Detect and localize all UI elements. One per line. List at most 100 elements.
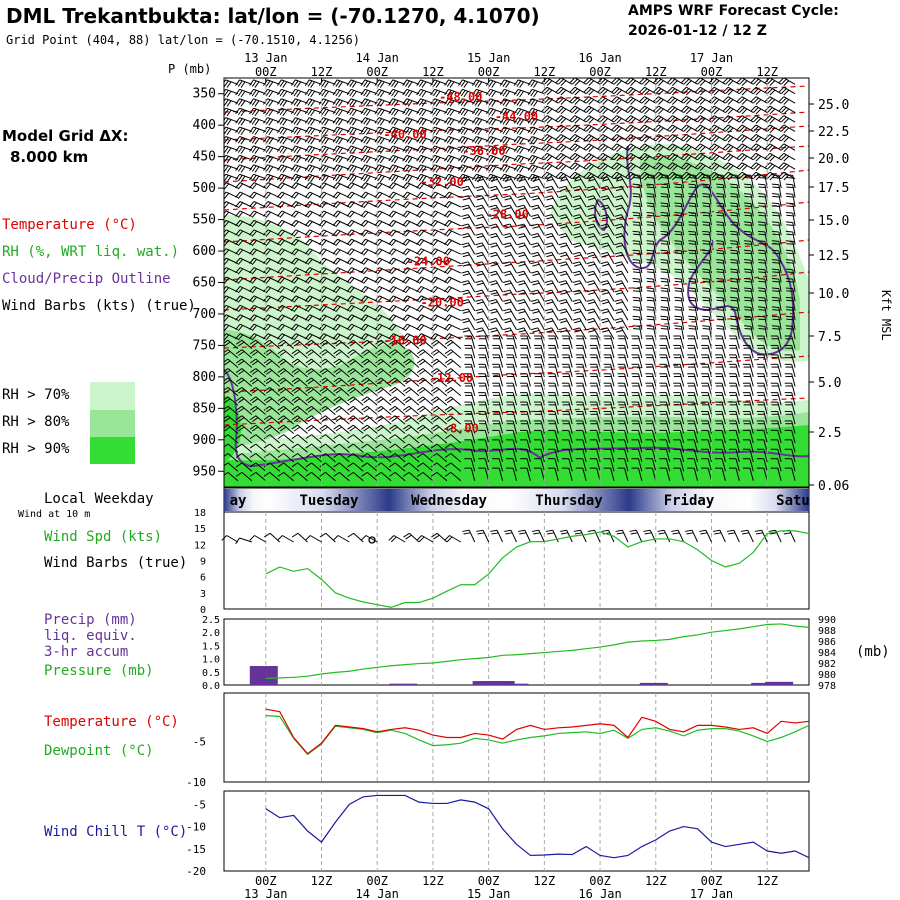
wind-barb (239, 154, 253, 161)
wind-barb (504, 136, 517, 142)
wind-barb (639, 316, 643, 330)
wind-barb-feather (546, 178, 554, 182)
wind-barb (582, 354, 587, 368)
wind-barb-feather (461, 204, 469, 208)
wind-barb-feather (461, 185, 469, 189)
wind-barb (350, 107, 364, 114)
wind-barb-feather (546, 320, 554, 324)
wind-barb-feather (374, 248, 380, 255)
wind-barb (394, 434, 406, 444)
wind-barb-feather (602, 273, 610, 277)
wind-barb-feather (574, 263, 582, 267)
wind-barb-feather (513, 173, 519, 181)
wind-barb (610, 411, 615, 425)
wind-barb-feather (702, 328, 710, 330)
wind-barb-feather (335, 156, 341, 163)
wind-barb-feather (658, 146, 664, 153)
wind-barb (269, 368, 281, 378)
wind-barb-feather (463, 166, 469, 173)
wind-barb-feather (490, 197, 498, 201)
wind-barb (422, 405, 434, 416)
wind-barb (593, 204, 601, 217)
wind-barb-feather (588, 155, 595, 162)
wind-barb-feather (419, 407, 426, 413)
wind-barb-feather (716, 309, 724, 311)
wind-barb-feather (458, 155, 463, 162)
wind-barb-feather (391, 118, 396, 125)
wind-barb (339, 377, 350, 387)
wind-barb (227, 387, 239, 397)
wind-barb-feather (674, 325, 682, 327)
wind-barb-feather (293, 230, 299, 237)
wind-barb-feather (352, 157, 357, 164)
wind-barb (727, 86, 740, 95)
wind-barb (450, 415, 462, 425)
wind-barb-feather (444, 220, 450, 227)
wind-barb (504, 154, 517, 161)
wind-barb (582, 364, 587, 378)
wind-barb-feather (349, 325, 355, 332)
wind-barb (476, 117, 489, 123)
wind-barb-feather (352, 100, 357, 107)
wind-barb-feather (613, 173, 620, 179)
wind-barb-feather (268, 166, 274, 173)
wind-barb-feather (416, 276, 422, 283)
wind-barb-feather (363, 146, 369, 153)
wind-barb-feather (349, 360, 356, 366)
wind-barb-feather (238, 398, 245, 404)
wind-barb-feather (251, 388, 259, 394)
wind-barb-feather (321, 118, 327, 125)
wind-barb-feather (632, 193, 640, 195)
wind-barb-feather (519, 147, 524, 154)
wind-barb-feather (444, 434, 452, 440)
wind-barb (568, 458, 573, 472)
wind-barb (540, 373, 545, 387)
wind-barb (448, 238, 461, 246)
wind-barb-feather (560, 197, 568, 201)
wind-barb (495, 204, 504, 217)
wind-barb-feather (379, 147, 385, 154)
wind-barb-feather (544, 214, 552, 217)
wind-barb-feather (602, 188, 610, 192)
wind-barb (546, 143, 559, 151)
wind-barb-feather (251, 417, 259, 422)
wind-barb-feather (602, 292, 610, 295)
wind-barb-feather (293, 211, 299, 218)
wind-barb-feather (235, 267, 241, 274)
wind-barb-feather (235, 295, 241, 302)
wind-barb-feather (305, 434, 312, 440)
wind-barb-feather (555, 105, 562, 112)
wind-barb (495, 214, 504, 227)
wind-barb-feather (416, 164, 422, 171)
wind-barb-feather (688, 261, 696, 264)
wind-barb-feather (349, 407, 356, 413)
wind-barb-feather (391, 407, 398, 413)
wind-barb (450, 377, 462, 387)
wind-barb-feather (588, 99, 595, 105)
wind-barb-feather (349, 192, 355, 199)
wind-barb-feather (435, 128, 441, 136)
wind-barb (353, 443, 364, 453)
wind-barb (568, 345, 573, 359)
wind-barb (565, 176, 573, 189)
wind-barb-feather (235, 164, 241, 171)
wind-barb (450, 349, 462, 359)
wind-barb-feather (277, 386, 284, 392)
wind-barb (448, 267, 461, 274)
wind-barb (568, 383, 573, 396)
wind-barb-feather (421, 147, 427, 154)
wind-barb (350, 136, 364, 142)
wind-barb-feather (555, 124, 562, 131)
wind-barb-feather (477, 166, 483, 173)
wind-barb-feather (430, 386, 438, 392)
wind-barb (639, 269, 643, 283)
wind-barb-feather (432, 334, 439, 341)
wind-barb (448, 98, 461, 104)
wind-barb (638, 392, 643, 406)
legend-cloud-outline: Cloud/Precip Outline (2, 271, 171, 287)
wind-barb-feather (630, 127, 636, 134)
wind-barb-feather (615, 244, 623, 248)
wind-barb-feather (722, 143, 729, 150)
wind-barb-feather (574, 329, 582, 333)
wind-barb (408, 396, 420, 406)
